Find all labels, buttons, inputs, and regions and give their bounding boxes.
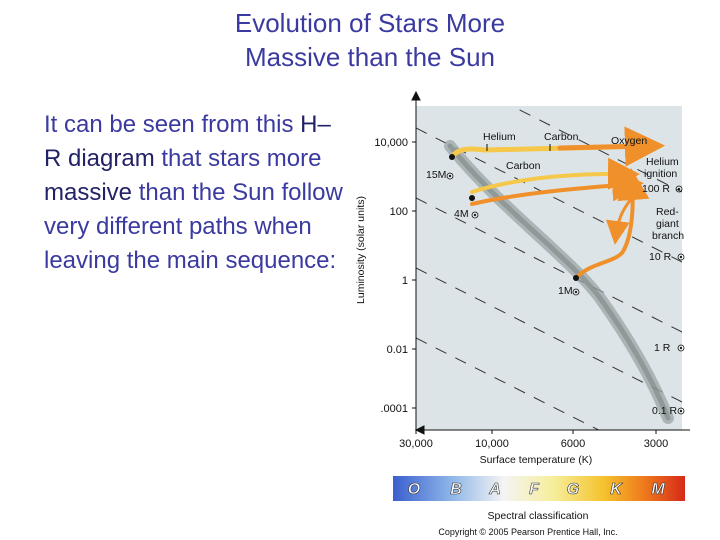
- mass-label-4m: 4M: [454, 208, 469, 220]
- radius-label-10: 10 R: [649, 251, 672, 263]
- sun-symbols: [446, 172, 580, 296]
- axes: [411, 90, 690, 435]
- title-line-2: Massive than the Sun: [244, 42, 496, 72]
- y-tick-1: 1: [402, 275, 408, 287]
- star-4m-dot: [469, 195, 475, 201]
- spectral-label: Spectral classification: [488, 510, 589, 522]
- mass-label-1m: 1M: [558, 285, 573, 297]
- title-line-1: Evolution of Stars More: [234, 8, 506, 38]
- spectral-class-f: F: [529, 481, 540, 498]
- copyright-text: Copyright © 2005 Pearson Prentice Hall, …: [438, 527, 617, 537]
- radius-label-100: 100 R: [642, 183, 670, 195]
- spectral-bar: [393, 476, 685, 501]
- track-1m: [574, 168, 650, 280]
- spectral-class-a: A: [488, 481, 501, 498]
- track-15m: [449, 126, 665, 167]
- label-helium-ignition-2: ignition: [644, 168, 677, 180]
- radius-label-1: 1 R: [654, 342, 671, 354]
- x-tick-30000: 30,000: [399, 438, 433, 450]
- star-1m-dot: [573, 275, 579, 281]
- label-helium-ignition-1: Helium: [646, 156, 679, 168]
- hr-diagram-figure: Helium Carbon Oxygen Carbon Helium ignit…: [350, 88, 720, 540]
- label-helium: Helium: [483, 131, 516, 143]
- star-15m-dot: [449, 154, 455, 160]
- label-oxygen: Oxygen: [611, 135, 647, 147]
- x-tick-10000: 10,000: [475, 438, 509, 450]
- label-red-giant-2: giant: [656, 218, 679, 230]
- body-paragraph: It can be seen from this H–R diagram tha…: [44, 108, 344, 278]
- x-tick-6000: 6000: [561, 438, 585, 450]
- body-text-part-1: It can be seen from this: [44, 111, 301, 138]
- spectral-class-o: O: [408, 481, 421, 498]
- label-carbon-mid: Carbon: [506, 160, 541, 172]
- body-text-part-3: than the Sun follow very different paths…: [44, 179, 343, 274]
- y-tick-0-01: 0.01: [387, 344, 408, 356]
- body-text-part-2: that stars more: [154, 145, 322, 172]
- spectral-class-k: K: [610, 481, 623, 498]
- y-tick-0001: .0001: [380, 403, 408, 415]
- hr-diagram-term: H–R diagram: [44, 111, 331, 172]
- track-4m-lower: [470, 169, 644, 206]
- radius-label-0-1: 0.1 R: [652, 405, 678, 417]
- massive-term: massive: [44, 179, 133, 206]
- evolution-tracks: [449, 126, 665, 280]
- label-red-giant-1: Red-: [656, 206, 679, 218]
- spectral-class-g: G: [567, 481, 579, 498]
- y-axis-label: Luminosity (solar units): [355, 196, 367, 304]
- spectral-class-m: M: [651, 481, 665, 498]
- label-carbon-top: Carbon: [544, 131, 579, 143]
- x-axis-label: Surface temperature (K): [480, 454, 593, 466]
- slide-title: Evolution of Stars More Massive than the…: [0, 6, 720, 74]
- track-4m-upper: [470, 157, 640, 194]
- x-tick-3000: 3000: [644, 438, 668, 450]
- y-tick-10000: 10,000: [374, 137, 408, 149]
- mass-label-15m: 15M: [426, 169, 446, 181]
- y-tick-100: 100: [390, 206, 408, 218]
- label-red-giant-3: branch: [652, 230, 684, 242]
- spectral-class-b: B: [450, 481, 462, 498]
